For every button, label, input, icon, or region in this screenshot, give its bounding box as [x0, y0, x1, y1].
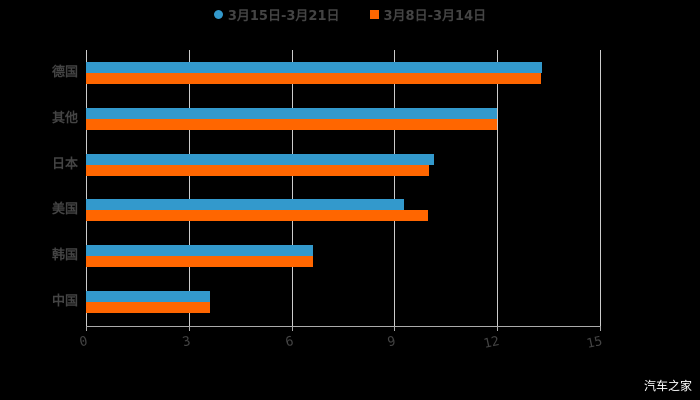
bar[interactable] — [86, 107, 498, 119]
gridline — [394, 50, 396, 327]
bar[interactable] — [86, 62, 542, 73]
category-label: 其他 — [51, 110, 78, 126]
x-axis-line — [86, 326, 600, 327]
bar[interactable] — [86, 256, 313, 268]
x-tick-label: 6 — [283, 334, 295, 351]
legend-item-series-0[interactable]: 3月15日-3月21日 — [213, 5, 340, 24]
x-tick-label: 3 — [180, 334, 192, 351]
circle-marker-icon — [213, 9, 223, 19]
gridline — [600, 50, 601, 327]
x-tick — [291, 326, 293, 331]
x-tick-label: 15 — [585, 334, 604, 352]
square-marker-icon — [369, 9, 379, 19]
x-tick — [497, 326, 499, 331]
bar[interactable] — [86, 302, 211, 313]
gridline — [86, 50, 87, 327]
bar[interactable] — [86, 245, 313, 257]
bar[interactable] — [86, 118, 498, 130]
bar[interactable] — [86, 164, 429, 176]
bar[interactable] — [86, 210, 428, 222]
category-label: 日本 — [51, 156, 78, 172]
bar[interactable] — [86, 291, 211, 302]
x-tick — [86, 326, 87, 331]
x-tick — [188, 326, 190, 331]
gridline — [497, 50, 499, 327]
category-label: 韩国 — [51, 248, 78, 264]
bar[interactable] — [86, 153, 434, 165]
category-label: 美国 — [51, 202, 78, 218]
x-tick-label: 0 — [78, 334, 89, 351]
category-label: 德国 — [51, 65, 78, 80]
x-tick — [600, 326, 601, 331]
bar[interactable] — [86, 199, 404, 211]
x-tick-label: 12 — [482, 334, 501, 352]
gridline — [291, 50, 293, 327]
chart-legend: 3月15日-3月21日 3月8日-3月14日 — [0, 4, 700, 24]
x-tick-label: 9 — [386, 334, 398, 351]
watermark: 汽车之家 — [643, 379, 692, 393]
legend-item-series-1[interactable]: 3月8日-3月14日 — [369, 5, 487, 24]
x-tick — [394, 326, 396, 331]
gridline — [188, 50, 190, 327]
category-label: 中国 — [51, 294, 78, 309]
bar[interactable] — [86, 73, 541, 84]
legend-label: 3月15日-3月21日 — [227, 8, 340, 24]
legend-label: 3月8日-3月14日 — [383, 8, 487, 24]
